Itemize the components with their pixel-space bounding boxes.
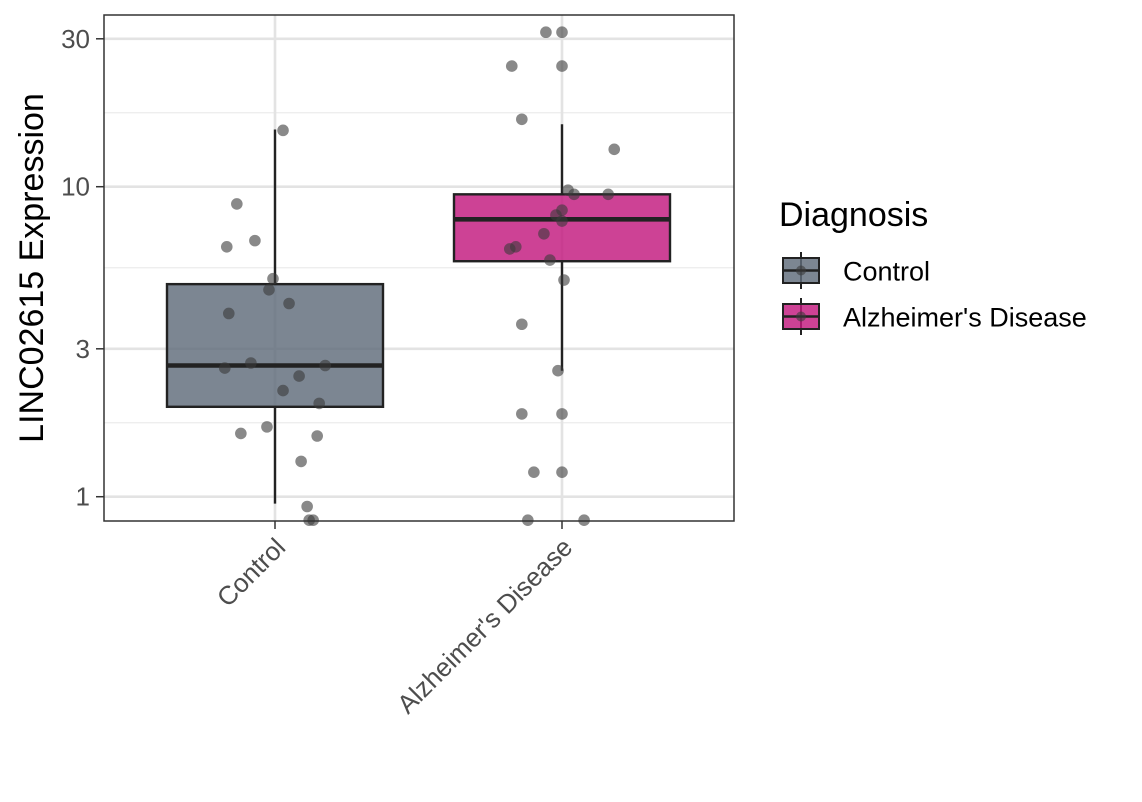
grid-lines: [104, 15, 734, 521]
data-point: [249, 234, 261, 247]
y-tick-label: 10: [61, 172, 90, 202]
data-point: [220, 240, 233, 253]
data-point: [538, 227, 550, 240]
data-point: [295, 455, 307, 468]
y-tick-label: 3: [76, 334, 90, 364]
data-point: [319, 359, 332, 372]
data-point: [516, 408, 528, 420]
data-point: [218, 362, 231, 374]
box-iqr: [452, 193, 672, 263]
legend-key-point: [796, 311, 806, 322]
plot-panel-border: [103, 14, 735, 522]
data-point: [307, 514, 319, 526]
y-axis-title: LINC02615 Expression: [13, 93, 51, 443]
x-tick-label: Alzheimer's Disease: [391, 532, 578, 719]
data-point: [277, 124, 289, 137]
data-point: [544, 254, 556, 266]
data-point: [509, 240, 522, 253]
data-point: [608, 143, 621, 156]
data-point: [283, 297, 295, 310]
data-point: [505, 60, 518, 72]
data-point: [602, 188, 615, 201]
boxes: [165, 124, 672, 504]
data-point: [267, 272, 279, 285]
data-point: [313, 397, 325, 410]
y-tick-label: 1: [76, 482, 90, 512]
data-point: [568, 188, 580, 201]
legend-entry: Alzheimer's Disease: [782, 298, 1087, 335]
data-point: [556, 60, 568, 72]
data-point: [552, 364, 564, 377]
data-point: [277, 384, 289, 397]
data-point: [556, 215, 568, 227]
data-point: [301, 500, 313, 513]
x-tick-label: Control: [211, 532, 291, 612]
legend-label: Alzheimer's Disease: [843, 303, 1087, 333]
data-point: [231, 198, 243, 210]
legend-keys: Control Alzheimer's Disease: [782, 252, 1087, 335]
legend-label: Control: [843, 257, 930, 287]
legend-title: Diagnosis: [779, 196, 928, 234]
legend-entry: Control: [782, 252, 930, 289]
data-point: [222, 307, 235, 320]
data-point: [235, 427, 247, 440]
data-point: [516, 113, 528, 126]
data-point: [522, 514, 534, 526]
data-point: [261, 421, 273, 433]
data-point: [556, 466, 568, 478]
legend-key-point: [796, 265, 806, 276]
data-point: [245, 357, 257, 369]
data-point: [293, 370, 305, 382]
data-point: [516, 318, 528, 331]
data-point: [540, 26, 552, 39]
y-tick-label: 30: [61, 24, 90, 54]
data-point: [311, 430, 323, 442]
data-point: [556, 408, 568, 420]
box-iqr: [165, 282, 385, 409]
data-point: [263, 284, 275, 296]
data-point: [556, 26, 568, 39]
data-point: [528, 466, 540, 478]
data-point: [558, 274, 570, 286]
points: [218, 26, 621, 526]
data-point: [578, 514, 590, 526]
legend: Diagnosis Control Alzheimer's Disease: [779, 196, 1087, 335]
